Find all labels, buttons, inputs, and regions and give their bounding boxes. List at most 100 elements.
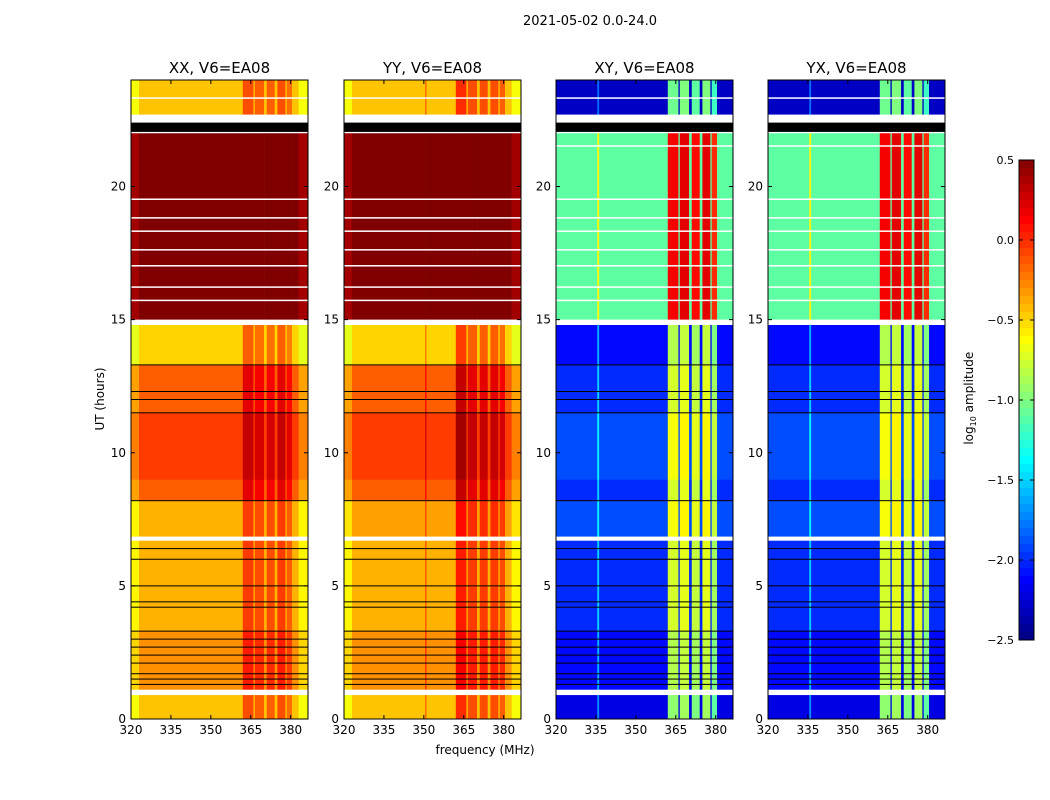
flagged-gap (131, 249, 308, 251)
colorbar-label-main: log (961, 426, 976, 445)
heatmap-cell (699, 412, 703, 480)
flagged-gap (768, 114, 945, 123)
heatmap-cell (903, 631, 913, 691)
flagged-gap (344, 230, 521, 232)
heatmap-cell (811, 500, 881, 537)
heatmap-cell (599, 364, 669, 414)
flagged-line (344, 654, 521, 656)
colorbar-segment (1019, 536, 1034, 545)
heatmap-cell (351, 631, 426, 691)
colorbar-segment (1019, 240, 1034, 249)
heatmap-cell (477, 412, 481, 480)
x-axis-label: frequency (MHz) (435, 743, 535, 757)
heatmap-cell (138, 479, 244, 501)
colorbar-segment (1019, 544, 1034, 553)
flagged-gap (131, 230, 308, 232)
flagged-gap (344, 319, 521, 325)
heatmap-cell (467, 479, 478, 501)
heatmap-cell (285, 479, 288, 501)
colorbar: 0.5 0.0 −0.5 −1.0 −1.5 −2.0 −2.5 (987, 154, 1035, 647)
flagged-line (768, 500, 945, 502)
heatmap-cell (702, 479, 711, 501)
flagged-line (131, 673, 308, 675)
heatmap-cell (505, 695, 512, 720)
y-tick-label: 5 (543, 579, 551, 593)
heatmap-cell (425, 479, 427, 501)
heatmap-cell (901, 479, 905, 501)
heatmap-cell (344, 133, 353, 320)
heatmap-cell (426, 133, 457, 320)
heatmap-cell (274, 133, 278, 320)
x-tick-label: 350 (624, 723, 647, 737)
flagged-line (344, 630, 521, 632)
heatmap-cell (911, 695, 915, 720)
heatmap-cell (879, 631, 891, 691)
flagged-line (344, 646, 521, 648)
heatmap-cell (699, 695, 703, 720)
heatmap-cell (667, 324, 679, 366)
x-tick-label: 320 (545, 723, 568, 737)
heatmap-cell (499, 412, 506, 480)
heatmap-cell (702, 364, 711, 414)
heatmap-cell (903, 695, 913, 720)
heatmap-cell (254, 695, 265, 720)
flagged-line (344, 399, 521, 400)
heatmap-cell (131, 479, 140, 501)
heatmap-cell (923, 133, 930, 320)
colorbar-segment (1019, 504, 1034, 513)
colorbar-segment (1019, 368, 1034, 377)
heatmap-cell (498, 412, 501, 480)
heatmap-cell (923, 695, 930, 720)
heatmap-cell (477, 364, 481, 414)
heatmap-cell (809, 631, 812, 691)
heatmap-cell (689, 364, 693, 414)
flagged-line (768, 662, 945, 664)
heatmap-cell (254, 364, 265, 414)
heatmap-cell (277, 133, 286, 320)
colorbar-segment (1019, 432, 1034, 441)
colorbar-tick-label: −1.0 (987, 394, 1014, 407)
colorbar-segment (1019, 568, 1034, 577)
flagged-line (131, 412, 308, 414)
heatmap-cell (344, 631, 353, 691)
heatmap-cell (292, 695, 299, 720)
heatmap-cell (264, 133, 268, 320)
heatmap-cell (691, 695, 701, 720)
heatmap-cell (901, 412, 905, 480)
flagged-line (344, 606, 521, 608)
flagged-gap (768, 217, 945, 219)
heatmap-cell (487, 324, 491, 366)
heatmap-cell (911, 500, 915, 537)
heatmap-cell (426, 479, 457, 501)
heatmap-cell (425, 631, 427, 691)
colorbar-segment (1019, 440, 1034, 449)
flagged-block (344, 122, 521, 132)
heatmap-cell (879, 364, 891, 414)
flagged-gap (344, 689, 521, 696)
heatmap-cell (425, 133, 427, 320)
colorbar-segment (1019, 200, 1034, 209)
panel-3: 320 335 350 365 380 0 5 10 15 20 (748, 79, 946, 737)
heatmap-cell (667, 500, 679, 537)
heatmap-cell (511, 324, 522, 366)
y-axis-label: UT (hours) (93, 367, 107, 431)
heatmap-cell (264, 695, 268, 720)
flagged-gap (344, 198, 521, 200)
flagged-line (344, 548, 521, 550)
heatmap-cell (599, 133, 669, 320)
heatmap-cell (264, 412, 268, 480)
flagged-line (556, 673, 733, 675)
heatmap-cell (768, 695, 810, 720)
heatmap-cell (351, 364, 426, 414)
heatmap-cell (285, 133, 288, 320)
heatmap-cell (922, 324, 925, 366)
heatmap-cell (499, 500, 506, 537)
flagged-line (344, 678, 521, 680)
flagged-line (768, 601, 945, 603)
flagged-gap (556, 689, 733, 696)
heatmap-cell (425, 324, 427, 366)
heatmap-cell (490, 631, 499, 691)
heatmap-cell (477, 479, 481, 501)
colorbar-segment (1019, 288, 1034, 297)
